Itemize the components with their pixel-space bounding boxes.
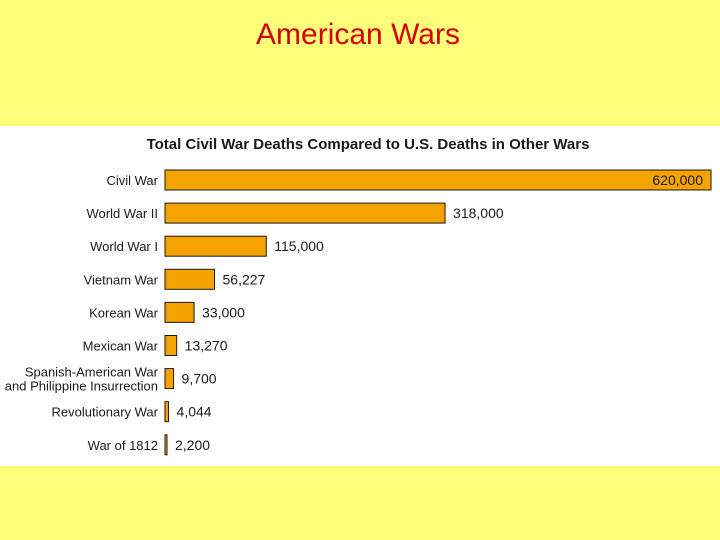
category-label-revolutionary-war: Revolutionary War bbox=[52, 405, 159, 420]
category-label-spanish-american-war-and-philippine-insurrection: and Philippine Insurrection bbox=[5, 379, 158, 394]
slide-title: American Wars bbox=[256, 18, 460, 51]
category-label-world-war-i: World War I bbox=[90, 239, 158, 254]
bar-war-of-1812 bbox=[164, 434, 168, 456]
bar-revolutionary-war bbox=[164, 401, 170, 423]
category-label-vietnam-war: Vietnam War bbox=[84, 272, 159, 287]
value-label-mexican-war: 13,270 bbox=[185, 338, 228, 354]
value-label-korean-war: 33,000 bbox=[202, 304, 245, 320]
value-label-civil-war: 620,000 bbox=[652, 172, 703, 188]
category-label-civil-war: Civil War bbox=[106, 173, 158, 188]
chart-panel: Total Civil War Deaths Compared to U.S. … bbox=[0, 126, 720, 466]
bar-world-war-ii bbox=[164, 202, 446, 224]
bar-vietnam-war bbox=[164, 268, 216, 290]
bar-mexican-war bbox=[164, 335, 178, 356]
category-label-spanish-american-war-and-philippine-insurrection: Spanish-American War bbox=[25, 365, 159, 380]
value-label-world-war-ii: 318,000 bbox=[453, 205, 504, 221]
category-label-world-war-ii: World War II bbox=[86, 206, 158, 221]
category-label-war-of-1812: War of 1812 bbox=[88, 438, 158, 453]
value-label-war-of-1812: 2,200 bbox=[175, 437, 210, 453]
bar-spanish-american-war-and-philippine-insurrection bbox=[164, 368, 175, 390]
chart-title: Total Civil War Deaths Compared to U.S. … bbox=[147, 136, 590, 153]
category-label-korean-war: Korean War bbox=[89, 305, 159, 320]
bar-korean-war bbox=[164, 301, 195, 323]
value-label-revolutionary-war: 4,044 bbox=[177, 404, 212, 420]
value-label-spanish-american-war-and-philippine-insurrection: 9,700 bbox=[182, 371, 217, 387]
bar-civil-war bbox=[164, 169, 712, 191]
bar-world-war-i bbox=[164, 235, 267, 257]
bars-group: Civil War 620,000 World War II 318,000 World… bbox=[5, 169, 712, 456]
category-label-mexican-war: Mexican War bbox=[83, 339, 159, 354]
value-label-world-war-i: 115,000 bbox=[274, 238, 324, 254]
value-label-vietnam-war: 56,227 bbox=[223, 271, 266, 287]
bar-chart: Total Civil War Deaths Compared to U.S. … bbox=[5, 136, 712, 456]
